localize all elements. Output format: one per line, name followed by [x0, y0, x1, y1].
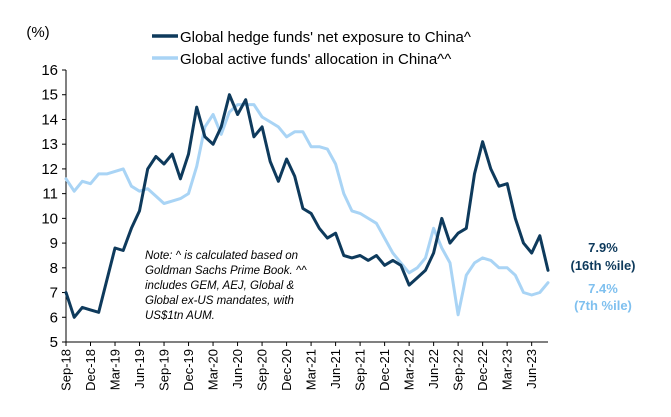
end-labels: 7.9% (16th %ile) 7.4% (7th %ile) [570, 240, 635, 313]
note-line: Global ex-US mandates, with [145, 295, 294, 307]
x-tick-label: Jun-19 [132, 349, 147, 389]
y-tick-label: 15 [41, 87, 58, 104]
x-tick-label: Jun-22 [426, 349, 441, 389]
x-tick-label: Dec-19 [181, 349, 196, 391]
end-label-active-funds-value: 7.4% [588, 281, 618, 296]
y-tick-label: 6 [50, 309, 58, 326]
y-tick-label: 16 [41, 62, 58, 79]
x-tick-label: Mar-19 [108, 349, 123, 390]
legend-label-active-funds: Global active funds' allocation in China… [180, 51, 451, 68]
note-line: includes GEM, AEJ, Global & [145, 280, 294, 292]
y-tick-label: 14 [41, 111, 58, 128]
y-tick-label: 7 [50, 285, 58, 302]
x-tick-label: Sep-20 [255, 349, 270, 391]
x-axis: Sep-18 Dec-18 Mar-19 Jun-19 Sep-19 Dec-19 Mar-… [59, 341, 548, 391]
y-tick-label: 12 [41, 161, 58, 178]
legend: Global hedge funds' net exposure to Chin… [152, 29, 471, 68]
x-tick-label: Mar-21 [304, 349, 319, 390]
legend-label-hedge-funds: Global hedge funds' net exposure to Chin… [180, 29, 471, 46]
end-label-hedge-funds-percentile: (16th %ile) [570, 258, 635, 273]
series-line-active-funds [64, 103, 550, 317]
x-tick-label: Jun-20 [230, 349, 245, 389]
note-line: Goldman Sachs Prime Book. ^^ [145, 265, 307, 277]
x-tick-label: Sep-21 [353, 349, 368, 391]
x-tick-label: Sep-18 [59, 349, 74, 391]
end-label-active-funds-percentile: (7th %ile) [574, 298, 632, 313]
y-tick-label: 9 [50, 235, 58, 252]
y-unit-label: (%) [26, 24, 49, 41]
end-label-hedge-funds-value: 7.9% [588, 240, 618, 255]
y-tick-label: 8 [50, 260, 58, 277]
x-tick-label: Dec-21 [377, 349, 392, 391]
x-tick-label: Jun-21 [328, 349, 343, 389]
x-tick-label: Mar-22 [402, 349, 417, 390]
y-tick-label: 13 [41, 136, 58, 153]
series-line-hedge-funds [64, 93, 550, 319]
x-tick-label: Sep-22 [451, 349, 466, 391]
plot-series [64, 93, 550, 319]
y-axis: 5 6 7 8 9 10 11 12 13 14 15 16 [41, 62, 67, 351]
note-annotation: Note: ^ is calculated based on Goldman S… [145, 250, 307, 322]
note-line: Note: ^ is calculated based on [145, 250, 298, 262]
y-tick-label: 10 [41, 210, 58, 227]
note-line: US$1tn AUM. [145, 310, 215, 322]
x-tick-label: Mar-20 [206, 349, 221, 390]
x-tick-label: Dec-20 [279, 349, 294, 391]
y-tick-label: 11 [42, 186, 58, 203]
x-tick-label: Mar-23 [500, 349, 515, 390]
x-tick-label: Dec-18 [83, 349, 98, 391]
y-tick-label: 5 [50, 334, 58, 351]
x-tick-label: Jun-23 [524, 349, 539, 389]
x-tick-label: Dec-22 [475, 349, 490, 391]
x-tick-label: Sep-19 [157, 349, 172, 391]
